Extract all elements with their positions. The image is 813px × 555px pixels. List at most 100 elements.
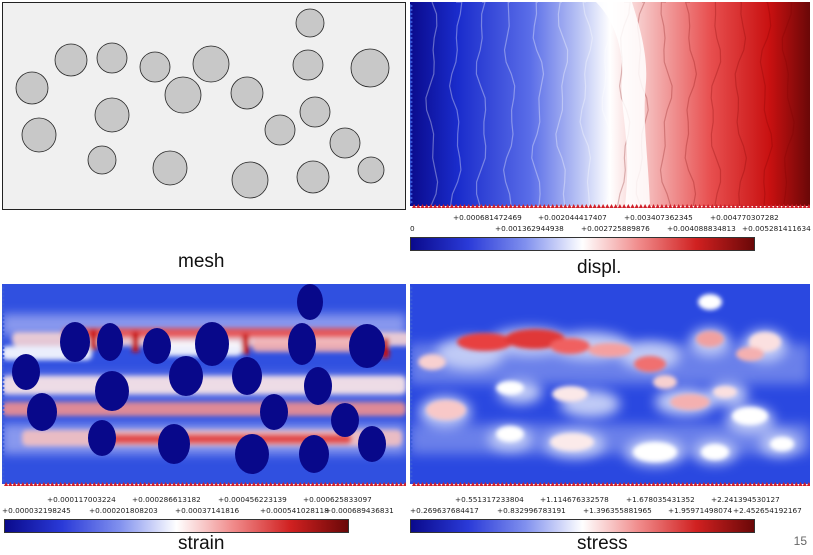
boundary-marker xyxy=(655,204,660,208)
boundary-marker xyxy=(410,88,413,92)
stress-field xyxy=(410,284,810,486)
boundary-marker xyxy=(2,430,5,434)
boundary-marker xyxy=(264,482,269,486)
strain-peak xyxy=(90,330,97,350)
boundary-marker xyxy=(437,204,442,208)
boundary-marker xyxy=(410,418,413,422)
boundary-marker xyxy=(365,482,370,486)
inclusion-circle xyxy=(350,48,390,88)
boundary-marker xyxy=(410,382,413,386)
displ-tick: +0.003407362345 xyxy=(624,213,693,222)
boundary-marker xyxy=(410,342,413,346)
boundary-marker xyxy=(764,482,769,486)
boundary-marker xyxy=(188,482,193,486)
boundary-marker xyxy=(542,482,547,486)
boundary-marker xyxy=(445,204,450,208)
boundary-marker xyxy=(2,414,5,418)
boundary-marker xyxy=(16,482,21,486)
boundary-marker xyxy=(647,482,652,486)
boundary-marker xyxy=(410,410,413,414)
boundary-marker xyxy=(410,200,413,204)
boundary-marker xyxy=(4,482,9,486)
boundary-marker xyxy=(410,160,413,164)
contour-line xyxy=(781,2,795,207)
left-boundary-markers xyxy=(2,286,5,482)
boundary-marker xyxy=(394,482,399,486)
boundary-marker xyxy=(630,482,635,486)
boundary-marker xyxy=(25,482,30,486)
boundary-marker xyxy=(651,204,656,208)
displacement-panel xyxy=(410,2,810,210)
boundary-marker xyxy=(410,72,413,76)
boundary-marker xyxy=(410,338,413,342)
boundary-marker xyxy=(655,482,660,486)
strain-peak xyxy=(242,334,249,354)
boundary-marker xyxy=(410,148,413,152)
boundary-marker xyxy=(306,482,311,486)
boundary-marker xyxy=(706,204,711,208)
boundary-marker xyxy=(410,12,413,16)
boundary-marker xyxy=(722,204,727,208)
boundary-marker xyxy=(706,482,711,486)
boundary-marker xyxy=(410,298,413,302)
strain-inclusion xyxy=(260,394,288,430)
boundary-marker xyxy=(496,482,501,486)
boundary-marker xyxy=(710,482,715,486)
boundary-marker xyxy=(689,204,694,208)
boundary-marker xyxy=(773,482,778,486)
boundary-marker xyxy=(410,430,413,434)
boundary-marker xyxy=(420,204,425,208)
boundary-marker xyxy=(410,152,413,156)
boundary-marker xyxy=(437,482,442,486)
boundary-marker xyxy=(743,482,748,486)
inclusion-circle xyxy=(329,127,361,159)
boundary-marker xyxy=(550,482,555,486)
inclusion-circle xyxy=(299,96,331,128)
boundary-marker xyxy=(410,60,413,64)
boundary-marker xyxy=(2,366,5,370)
inclusion-circle xyxy=(231,161,269,199)
boundary-marker xyxy=(2,290,5,294)
boundary-marker xyxy=(410,406,413,410)
boundary-marker xyxy=(205,482,210,486)
boundary-marker xyxy=(390,482,395,486)
boundary-marker xyxy=(731,482,736,486)
boundary-marker xyxy=(369,482,374,486)
boundary-marker xyxy=(2,378,5,382)
boundary-marker xyxy=(193,482,198,486)
boundary-marker xyxy=(331,482,336,486)
boundary-marker xyxy=(142,482,147,486)
boundary-marker xyxy=(410,422,413,426)
stress-hotspot xyxy=(505,329,565,349)
boundary-marker xyxy=(33,482,38,486)
contour-line xyxy=(579,2,594,207)
boundary-marker xyxy=(410,390,413,394)
boundary-marker xyxy=(588,482,593,486)
displacement-field xyxy=(410,2,810,208)
boundary-marker xyxy=(410,52,413,56)
boundary-marker xyxy=(525,204,530,208)
boundary-marker xyxy=(410,318,413,322)
strain-inclusion xyxy=(349,324,385,368)
boundary-marker xyxy=(2,406,5,410)
boundary-marker xyxy=(410,20,413,24)
boundary-marker xyxy=(794,204,799,208)
boundary-marker xyxy=(410,104,413,108)
strain-inclusion xyxy=(297,284,323,320)
boundary-marker xyxy=(487,482,492,486)
strain-inclusion xyxy=(299,435,329,473)
boundary-marker xyxy=(563,482,568,486)
boundary-marker xyxy=(410,108,413,112)
boundary-marker xyxy=(2,330,5,334)
stress-hotspot xyxy=(496,381,524,395)
strain-tick: +0.000625833097 xyxy=(303,495,372,504)
boundary-marker xyxy=(785,204,790,208)
boundary-marker xyxy=(504,204,509,208)
boundary-marker xyxy=(626,204,631,208)
strain-peak xyxy=(132,332,139,352)
contour-line xyxy=(475,2,487,207)
boundary-marker xyxy=(487,204,492,208)
boundary-marker xyxy=(2,454,5,458)
boundary-marker xyxy=(580,204,585,208)
inclusion-circle xyxy=(139,51,171,83)
